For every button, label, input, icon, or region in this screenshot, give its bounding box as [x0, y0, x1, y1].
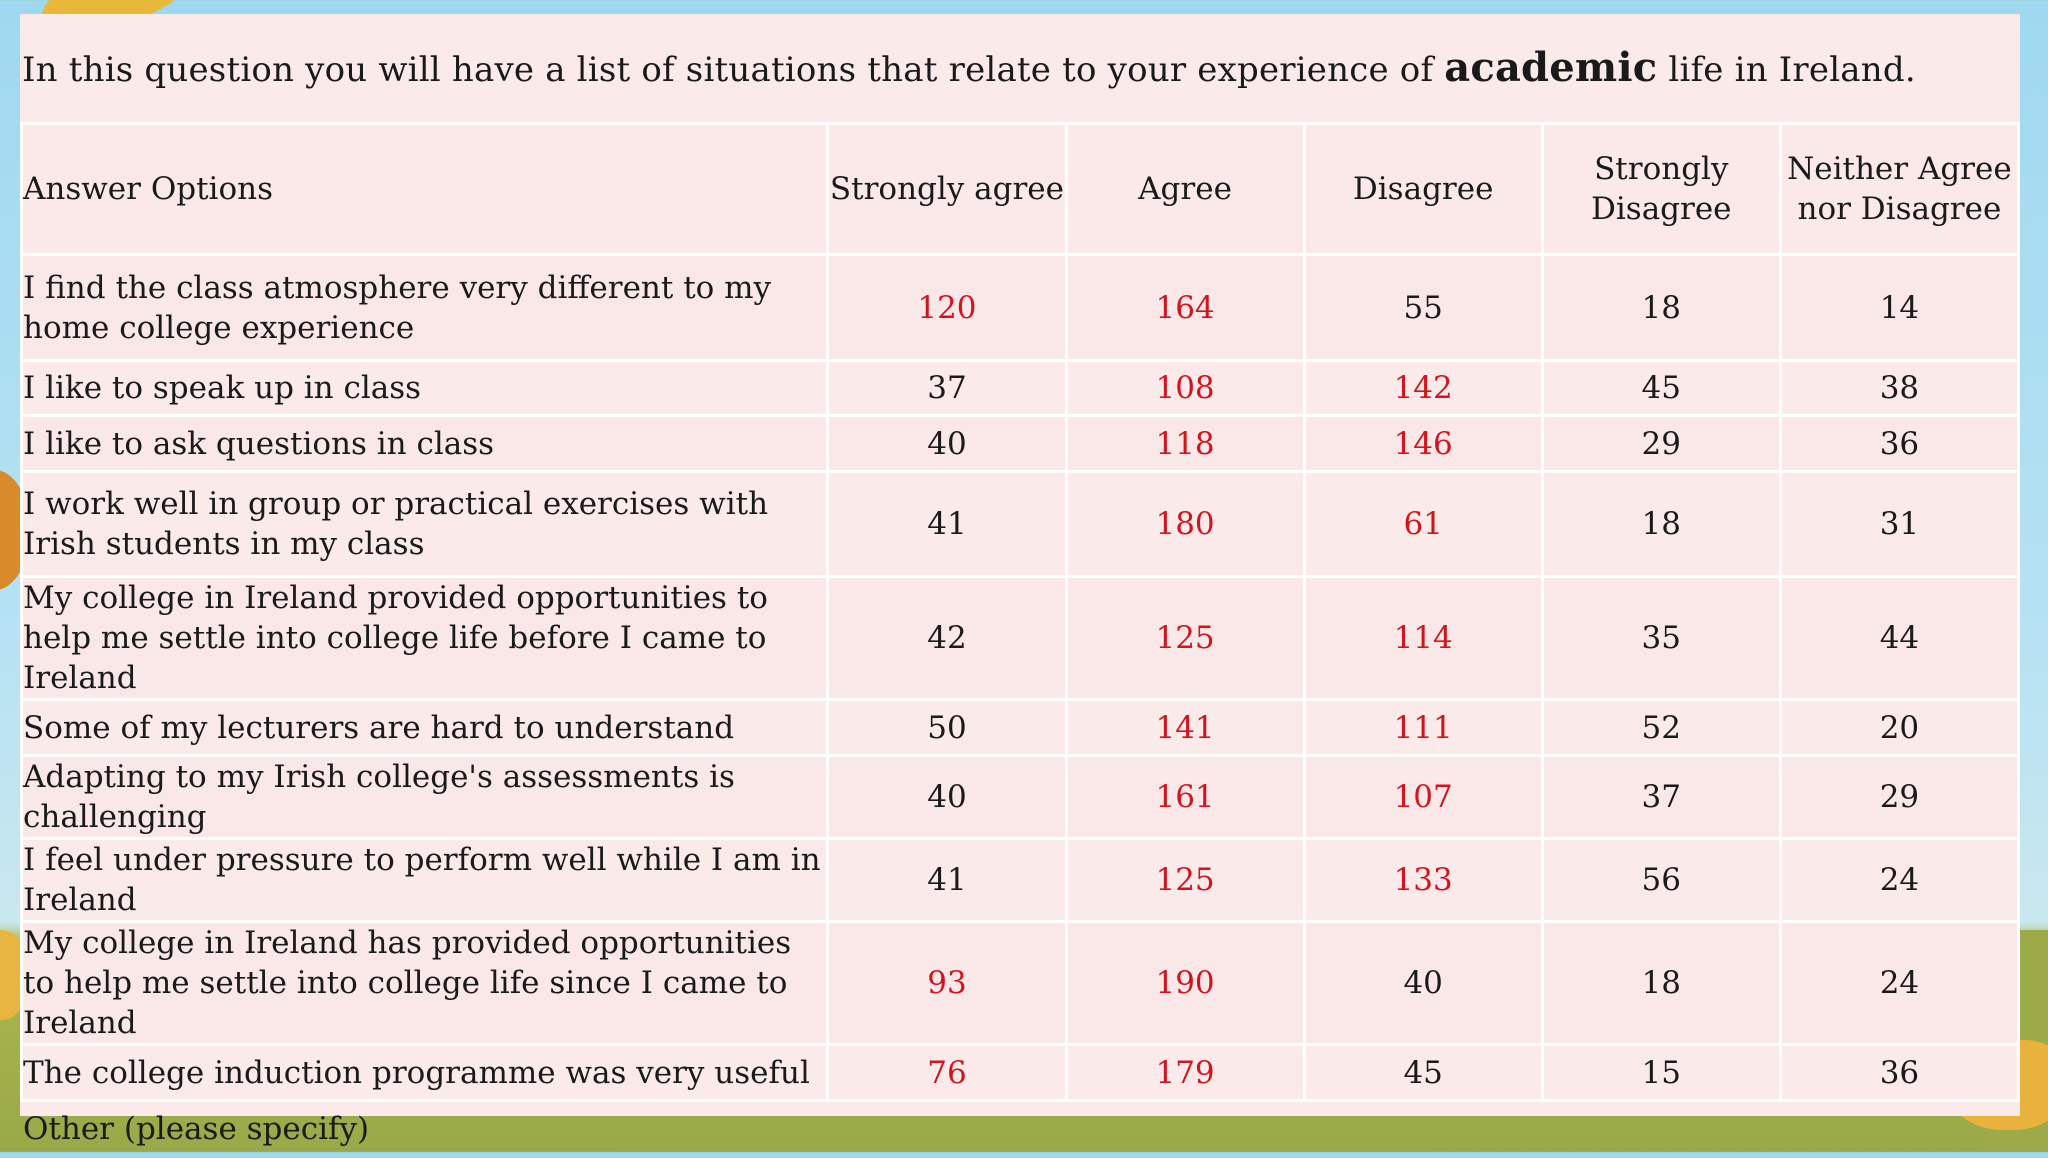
cell-disagree: 40 [1302, 920, 1544, 1046]
row-label: I like to speak up in class [19, 359, 830, 417]
row-label: Adapting to my Irish college's assessmen… [19, 754, 830, 840]
cell-neither: 20 [1778, 698, 2021, 757]
cell-disagree: 107 [1302, 754, 1544, 840]
cell-disagree: 114 [1302, 575, 1544, 701]
table-row: I find the class atmosphere very differe… [19, 253, 2021, 362]
cell-strongly-disagree: 37 [1540, 754, 1782, 840]
cell-strongly-disagree: 29 [1540, 414, 1782, 473]
table-row: I like to speak up in class 37 108 142 4… [19, 359, 2021, 417]
cell-strongly-agree: 41 [826, 470, 1068, 578]
cell-agree: 190 [1064, 920, 1306, 1046]
cell-agree: 118 [1064, 414, 1306, 473]
cell-agree: 125 [1064, 837, 1306, 923]
header-strongly-disagree: Strongly Disagree [1540, 122, 1782, 256]
cell-strongly-agree: 40 [826, 754, 1068, 840]
other-row: Other (please specify) [22, 1101, 2019, 1157]
title-suffix: life in Ireland. [1657, 50, 1916, 90]
cell-agree: 108 [1064, 359, 1306, 417]
cell-neither: 24 [1778, 837, 2021, 923]
cell-strongly-disagree: 18 [1540, 470, 1782, 578]
row-label: I like to ask questions in class [19, 414, 830, 473]
cell-strongly-disagree: 56 [1540, 837, 1782, 923]
cell-neither: 14 [1778, 253, 2021, 362]
cell-strongly-disagree: 35 [1540, 575, 1782, 701]
table-row: Adapting to my Irish college's assessmen… [19, 754, 2021, 840]
cell-agree: 180 [1064, 470, 1306, 578]
cell-disagree: 142 [1302, 359, 1544, 417]
row-label: I find the class atmosphere very differe… [19, 253, 830, 362]
survey-results-table: Answer Options Strongly agree Agree Disa… [19, 122, 2021, 1158]
row-label: My college in Ireland has provided oppor… [19, 920, 830, 1046]
cell-neither: 24 [1778, 920, 2021, 1046]
cell-agree: 161 [1064, 754, 1306, 840]
cell-disagree: 45 [1302, 1043, 1544, 1102]
cell-strongly-agree: 50 [826, 698, 1068, 757]
cell-agree: 125 [1064, 575, 1306, 701]
header-strongly-agree: Strongly agree [826, 122, 1068, 256]
cell-agree: 164 [1064, 253, 1306, 362]
row-label: The college induction programme was very… [19, 1043, 830, 1102]
cell-neither: 38 [1778, 359, 2021, 417]
row-label: I work well in group or practical exerci… [19, 470, 830, 578]
cell-strongly-disagree: 45 [1540, 359, 1782, 417]
row-label: My college in Ireland provided opportuni… [19, 575, 830, 701]
cell-strongly-disagree: 52 [1540, 698, 1782, 757]
cell-neither: 44 [1778, 575, 2021, 701]
cell-strongly-agree: 37 [826, 359, 1068, 417]
cell-strongly-agree: 120 [826, 253, 1068, 362]
cell-agree: 179 [1064, 1043, 1306, 1102]
question-title: In this question you will have a list of… [22, 44, 1916, 91]
title-prefix: In this question you will have a list of… [22, 50, 1445, 90]
header-disagree: Disagree [1302, 122, 1544, 256]
header-agree: Agree [1064, 122, 1306, 256]
cell-agree: 141 [1064, 698, 1306, 757]
table-row: I feel under pressure to perform well wh… [19, 837, 2021, 923]
other-label: Other (please specify) [23, 1110, 370, 1147]
table-header-row: Answer Options Strongly agree Agree Disa… [19, 122, 2021, 256]
cell-strongly-disagree: 18 [1540, 920, 1782, 1046]
table-row: My college in Ireland provided opportuni… [19, 575, 2021, 701]
cell-neither: 29 [1778, 754, 2021, 840]
header-neither: Neither Agree nor Disagree [1778, 122, 2021, 256]
table-row: I like to ask questions in class 40 118 … [19, 414, 2021, 473]
table-row: The college induction programme was very… [19, 1043, 2021, 1102]
table-row: My college in Ireland has provided oppor… [19, 920, 2021, 1046]
cell-disagree: 111 [1302, 698, 1544, 757]
cell-strongly-agree: 40 [826, 414, 1068, 473]
cell-neither: 36 [1778, 414, 2021, 473]
row-label: I feel under pressure to perform well wh… [19, 837, 830, 923]
cell-disagree: 133 [1302, 837, 1544, 923]
cell-strongly-disagree: 18 [1540, 253, 1782, 362]
cell-strongly-agree: 42 [826, 575, 1068, 701]
cell-strongly-agree: 76 [826, 1043, 1068, 1102]
title-emphasis: academic [1444, 44, 1658, 91]
cell-strongly-agree: 93 [826, 920, 1068, 1046]
header-answer-options: Answer Options [19, 122, 830, 256]
cell-strongly-disagree: 15 [1540, 1043, 1782, 1102]
cell-disagree: 55 [1302, 253, 1544, 362]
table-row: I work well in group or practical exerci… [19, 470, 2021, 578]
row-label: Some of my lecturers are hard to underst… [19, 698, 830, 757]
cell-strongly-agree: 41 [826, 837, 1068, 923]
cell-disagree: 146 [1302, 414, 1544, 473]
survey-card: In this question you will have a list of… [19, 14, 2021, 1147]
cell-disagree: 61 [1302, 470, 1544, 578]
table-row: Some of my lecturers are hard to underst… [19, 698, 2021, 757]
cell-neither: 36 [1778, 1043, 2021, 1102]
cell-neither: 31 [1778, 470, 2021, 578]
